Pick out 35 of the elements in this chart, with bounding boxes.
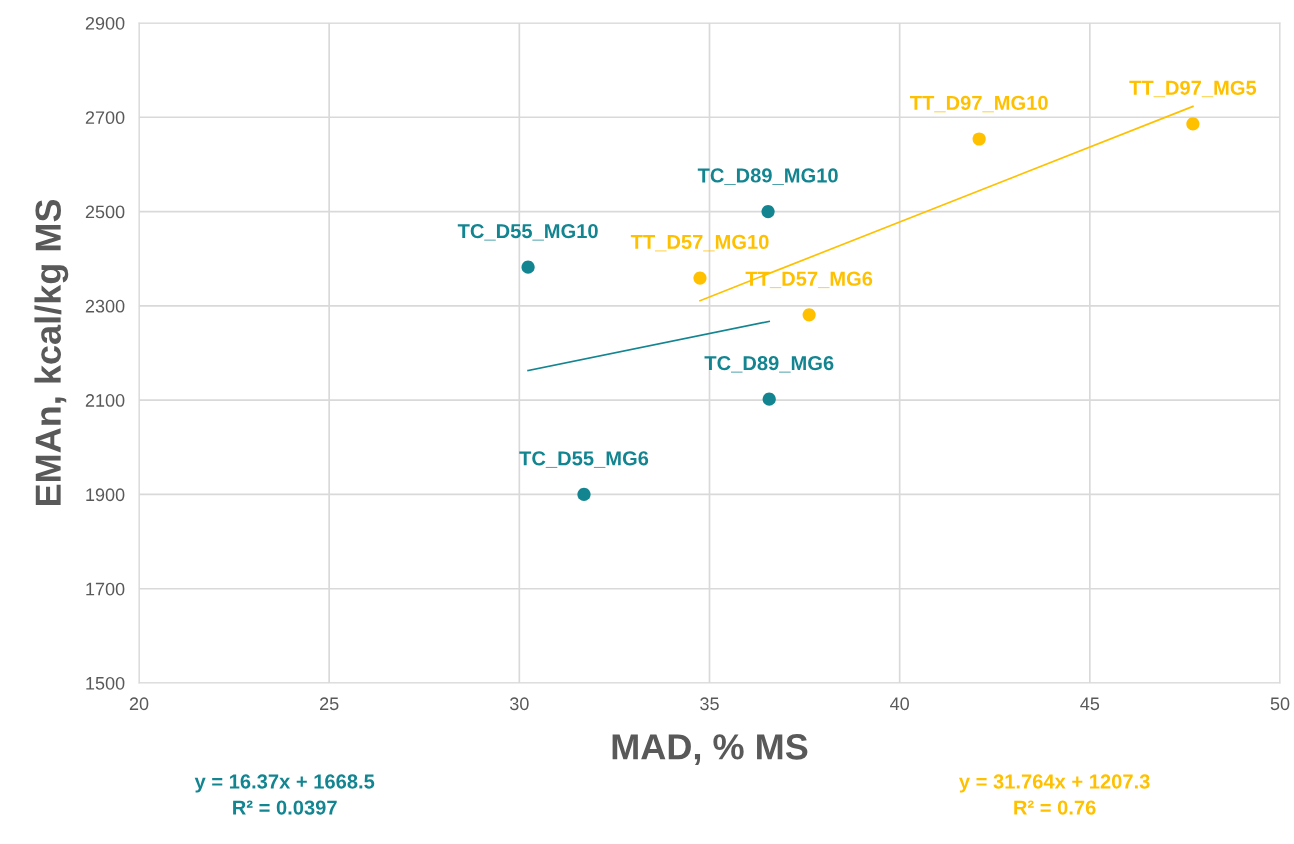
x-axis-title: MAD, % MS: [612, 734, 808, 765]
x-tick-label: 30: [509, 697, 529, 711]
x-tick-label: 20: [129, 697, 149, 711]
annotation: TT_D57_MG10: [630, 234, 769, 252]
point: [761, 204, 775, 219]
y-tick-label: 1500: [86, 676, 125, 690]
y-tick-label: 2500: [85, 205, 125, 219]
annotation: TT_D57_MG6: [745, 271, 873, 289]
x-tick-label: 40: [890, 697, 909, 711]
point: [1186, 117, 1200, 131]
x-tick-label: 50: [1270, 697, 1290, 711]
annotation: TT_D97_MG10: [909, 95, 1048, 113]
annotation: TC_D55_MG6: [519, 451, 649, 468]
point: [521, 260, 535, 274]
x-tick-label: 25: [320, 697, 339, 711]
annotation: TC_D89_MG6: [704, 355, 834, 373]
y-tick-label: 1900: [86, 488, 125, 502]
y-tick-label: 2100: [85, 394, 125, 407]
annotation: TC_D89_MG10: [697, 168, 838, 185]
text: y = 31.764x + 1207.3 R² = 0.76: [959, 774, 1150, 815]
x-tick-label: 45: [1080, 697, 1100, 711]
point: [802, 308, 816, 322]
point: [972, 132, 986, 146]
point: [762, 392, 776, 406]
point: [577, 487, 591, 502]
y-tick-label: 2900: [85, 16, 125, 30]
text: y = 16.37x + 1668.5 R² = 0.0397: [194, 774, 375, 815]
y-tick-label: 2300: [85, 299, 125, 313]
annotation: TT_D97_MG5: [1129, 80, 1257, 98]
y-axis-title: EMAn, kcal/kg MS: [34, 199, 69, 506]
point: [693, 271, 707, 285]
y-tick-label: 1700: [86, 582, 125, 596]
x-tick-label: 35: [700, 697, 719, 711]
y-tick-label: 2700: [85, 111, 125, 125]
annotation: TC_D55_MG10: [457, 223, 598, 241]
